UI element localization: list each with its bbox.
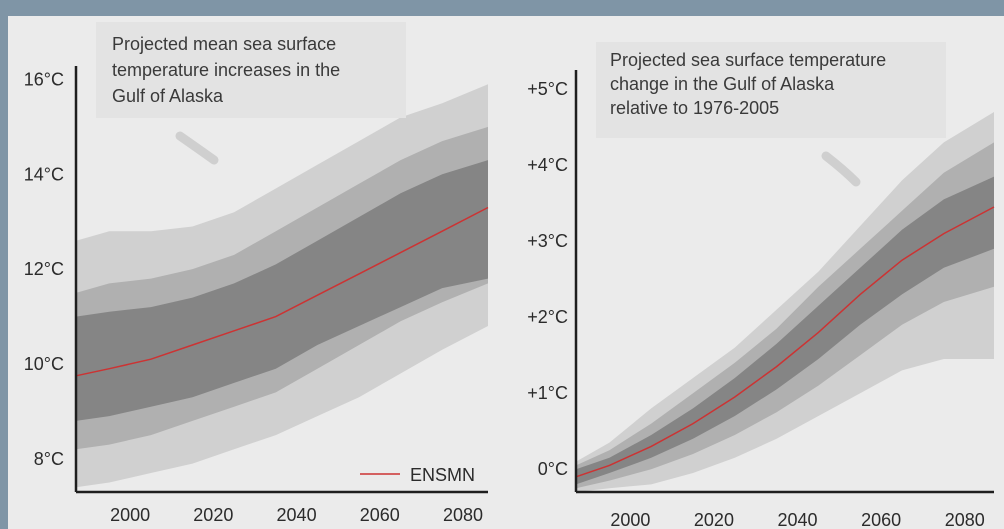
x-tick-label: 2020 [193, 505, 233, 525]
y-tick-label: 12°C [24, 259, 64, 279]
annotation-arrow [175, 131, 219, 165]
y-tick-label: 14°C [24, 164, 64, 184]
y-tick-label: +1°C [527, 383, 568, 403]
y-tick-label: +5°C [527, 79, 568, 99]
y-tick-label: +2°C [527, 307, 568, 327]
x-tick-label: 2000 [110, 505, 150, 525]
x-tick-label: 2080 [945, 510, 985, 529]
series-line-ensmn [575, 206, 995, 478]
annotation-text: Projected mean sea surface [112, 34, 336, 54]
band-inner [76, 160, 488, 421]
x-tick-label: 2000 [610, 510, 650, 529]
x-tick-label: 2040 [778, 510, 818, 529]
legend-label-ensmn: ENSMN [410, 465, 475, 485]
band-outer [576, 112, 994, 492]
annotation-text: Gulf of Alaska [112, 86, 224, 106]
y-tick-label: 0°C [538, 459, 568, 479]
annotation-text: Projected sea surface temperature [610, 50, 886, 70]
x-tick-label: 2080 [443, 505, 483, 525]
x-tick-label: 2060 [360, 505, 400, 525]
annotation-box [96, 22, 406, 118]
x-tick-label: 2040 [277, 505, 317, 525]
y-tick-label: +3°C [527, 231, 568, 251]
y-tick-label: +4°C [527, 155, 568, 175]
chart-right-sst-change: 0°C +1°C +2°C +3°C +4°C +5°C 2000 2020 2040 2060 2… [527, 42, 995, 529]
series-line-ensmn [75, 206, 489, 377]
band-inner [576, 176, 994, 485]
annotation-text: relative to 1976-2005 [610, 98, 779, 118]
x-tick-label: 2060 [861, 510, 901, 529]
band-middle [576, 142, 994, 489]
annotation-arrow [821, 151, 861, 187]
y-tick-label: 10°C [24, 354, 64, 374]
y-tick-label: 16°C [24, 69, 64, 89]
annotation-box [596, 42, 946, 138]
x-tick-label: 2020 [694, 510, 734, 529]
chart-left-mean-sst: 8°C 10°C 12°C 14°C 16°C 2000 2020 2040 2060 2080 P… [24, 22, 489, 525]
annotation-text: temperature increases in the [112, 60, 340, 80]
y-tick-label: 8°C [34, 449, 64, 469]
annotation-text: change in the Gulf of Alaska [610, 74, 835, 94]
